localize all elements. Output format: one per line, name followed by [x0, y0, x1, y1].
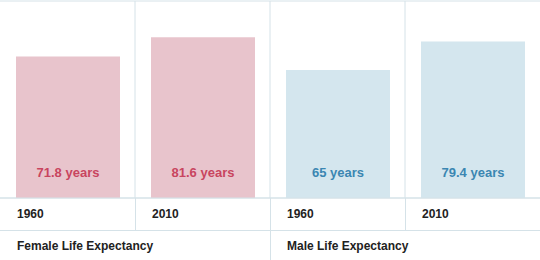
svg-text:2010: 2010	[422, 207, 449, 221]
svg-text:Male Life Expectancy: Male Life Expectancy	[287, 239, 409, 253]
svg-text:81.6 years: 81.6 years	[172, 165, 235, 180]
svg-text:65 years: 65 years	[312, 165, 364, 180]
svg-text:1960: 1960	[17, 207, 44, 221]
svg-text:Female Life Expectancy: Female Life Expectancy	[17, 239, 153, 253]
svg-text:79.4 years: 79.4 years	[442, 165, 505, 180]
svg-text:71.8 years: 71.8 years	[37, 165, 100, 180]
svg-text:2010: 2010	[152, 207, 179, 221]
svg-text:1960: 1960	[287, 207, 314, 221]
